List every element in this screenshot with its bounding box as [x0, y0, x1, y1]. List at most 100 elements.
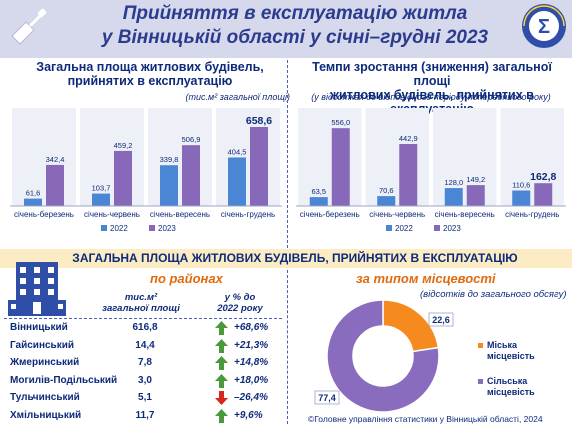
left-chart-data-label: 61,6 [26, 189, 41, 198]
section-title: ЗАГАЛЬНА ПЛОЩА ЖИТЛОВИХ БУДІВЕЛЬ, ПРИЙНЯ… [72, 251, 518, 265]
left-chart-data-label: 103,7 [92, 184, 111, 193]
table-row: Тульчинський 5,1 –26,4% [4, 390, 286, 407]
col-area-header-line-2: загальної площі [102, 303, 180, 314]
right-chart-legend-swatch [434, 225, 440, 231]
left-chart-data-label: 459,2 [114, 141, 133, 150]
district-area-value: 616,8 [132, 322, 158, 333]
left-chart-bar-2023 [250, 126, 268, 206]
right-chart-category-label: січень-вересень [435, 210, 495, 219]
right-chart-bar-2022 [309, 197, 328, 206]
right-chart-group-bg [500, 108, 564, 206]
right-chart-data-label: 162,8 [530, 171, 556, 183]
legend-rural-label: Сільська місцевість [487, 376, 535, 397]
right-chart-group-bg [365, 108, 429, 206]
left-chart-bar-2022 [228, 157, 246, 206]
district-pct-change: –26,4% [234, 392, 268, 403]
right-chart-data-label: 128,0 [444, 178, 463, 187]
left-chart-unit: (тис.м² загальної площі) [185, 92, 290, 102]
left-chart-legend-swatch [101, 225, 107, 231]
page-title: Прийняття в експлуатацію житла у Вінниць… [75, 2, 515, 50]
right-chart-group-bg [298, 108, 362, 206]
by-district-title: по районах [150, 271, 223, 286]
arrow-up-icon [215, 373, 228, 388]
right-chart-unit: (у відсотках до відповідного періоду поп… [311, 92, 551, 102]
right-chart-data-label: 442,9 [399, 134, 418, 143]
right-chart-bar-2023 [534, 183, 553, 206]
header-band [0, 0, 572, 58]
vertical-divider-bottom [287, 270, 288, 424]
left-chart-bar-2023 [114, 150, 132, 206]
left-chart-title-line-1: Загальна площа житлових будівель, [36, 60, 264, 74]
right-chart-category-label: січень-грудень [505, 210, 559, 219]
right-chart-bar-2023 [331, 128, 350, 206]
right-chart-bar-2022 [512, 190, 531, 206]
district-area-value: 14,4 [135, 339, 155, 351]
left-chart-group-bg [148, 108, 212, 206]
building-icon [8, 262, 66, 316]
left-chart-data-label: 506,9 [182, 135, 201, 144]
left-chart-bar-2022 [92, 193, 110, 206]
left-chart-legend-label: 2023 [158, 224, 176, 233]
derzhstat-logo: Σ [522, 4, 566, 48]
district-name: Хмільницький [10, 409, 82, 421]
district-name: Жмеринський [10, 357, 80, 368]
right-chart-data-label: 110,6 [512, 181, 530, 190]
right-chart-bar-2023 [399, 143, 418, 206]
right-chart-category-label: січень-березень [300, 210, 360, 219]
district-area-value: 11,7 [135, 409, 155, 421]
arrow-up-icon [215, 338, 228, 353]
district-name: Могилів-Подільський [10, 374, 118, 386]
right-bar-chart: 63,5 556,0 січень-березень 70,6 442,9 січень-… [296, 108, 566, 233]
donut-label-box [428, 312, 454, 327]
col-area-header-line-1: тис.м² [124, 292, 158, 303]
left-chart-group-bg [80, 108, 144, 206]
table-row: Вінницький 616,8 +68,6% [4, 320, 286, 337]
col-pct-header-line-2: 2022 року [217, 303, 263, 314]
title-line-2: у Вінницькій області у січні–грудні 2023 [101, 27, 489, 48]
left-chart-data-label: 339,8 [160, 155, 179, 164]
vertical-divider-top [287, 60, 288, 248]
section-title-band [0, 249, 572, 268]
legend-urban-label: Міська місцевість [487, 340, 535, 361]
table-row: Могилів-Подільський 3,0 +18,0% [4, 373, 286, 390]
left-chart-group-bg [216, 108, 280, 206]
col-pct-header: у % до 2022 року [200, 292, 280, 314]
district-area-value: 7,8 [138, 357, 152, 368]
right-chart-bar-2022 [444, 188, 463, 206]
right-chart-bar-2022 [377, 196, 396, 206]
arrow-up-icon [215, 408, 228, 423]
district-area-value: 3,0 [138, 374, 152, 386]
right-chart-category-label: січень-червень [369, 210, 425, 219]
col-area-header: тис.м² загальної площі [96, 292, 186, 314]
left-chart-data-label: 658,6 [246, 115, 272, 127]
district-name: Вінницький [10, 322, 68, 333]
left-chart-bar-2022 [160, 165, 178, 206]
left-chart-title-line-2: прийнятих в експлуатацію [67, 74, 233, 88]
title-line-1: Прийняття в експлуатацію житла [122, 3, 468, 24]
left-chart-bar-2023 [182, 145, 200, 206]
left-chart-data-label: 404,5 [228, 147, 247, 156]
trowel-icon [11, 8, 47, 45]
right-chart-data-label: 63,5 [311, 187, 326, 196]
left-chart-data-label: 342,4 [46, 155, 65, 164]
right-chart-data-label: 556,0 [331, 118, 350, 127]
table-header-divider [4, 318, 282, 319]
donut-data-label: 77,4 [318, 393, 336, 403]
locality-note: (відсотків до загального обсягу) [420, 289, 567, 300]
left-chart-title: Загальна площа житлових будівель, прийня… [30, 60, 270, 88]
district-pct-change: +21,3% [234, 339, 269, 351]
legend-urban-swatch [478, 343, 483, 348]
right-chart-bar-2023 [466, 185, 485, 206]
district-name: Тульчинський [10, 392, 80, 403]
donut-label-box [314, 390, 340, 405]
left-bar-chart: 61,6 342,4 січень-березень 103,7 459,2 січень… [10, 108, 282, 233]
legend-rural-swatch [478, 379, 483, 384]
arrow-up-icon [215, 321, 228, 335]
svg-text:Σ: Σ [538, 16, 550, 38]
table-row: Жмеринський 7,8 +14,8% [4, 355, 286, 372]
left-chart-legend-swatch [149, 225, 155, 231]
donut-slice-rural [326, 299, 440, 413]
right-chart-data-label: 149,2 [466, 175, 485, 184]
left-chart-category-label: січень-червень [84, 210, 140, 219]
right-chart-legend-swatch [386, 225, 392, 231]
